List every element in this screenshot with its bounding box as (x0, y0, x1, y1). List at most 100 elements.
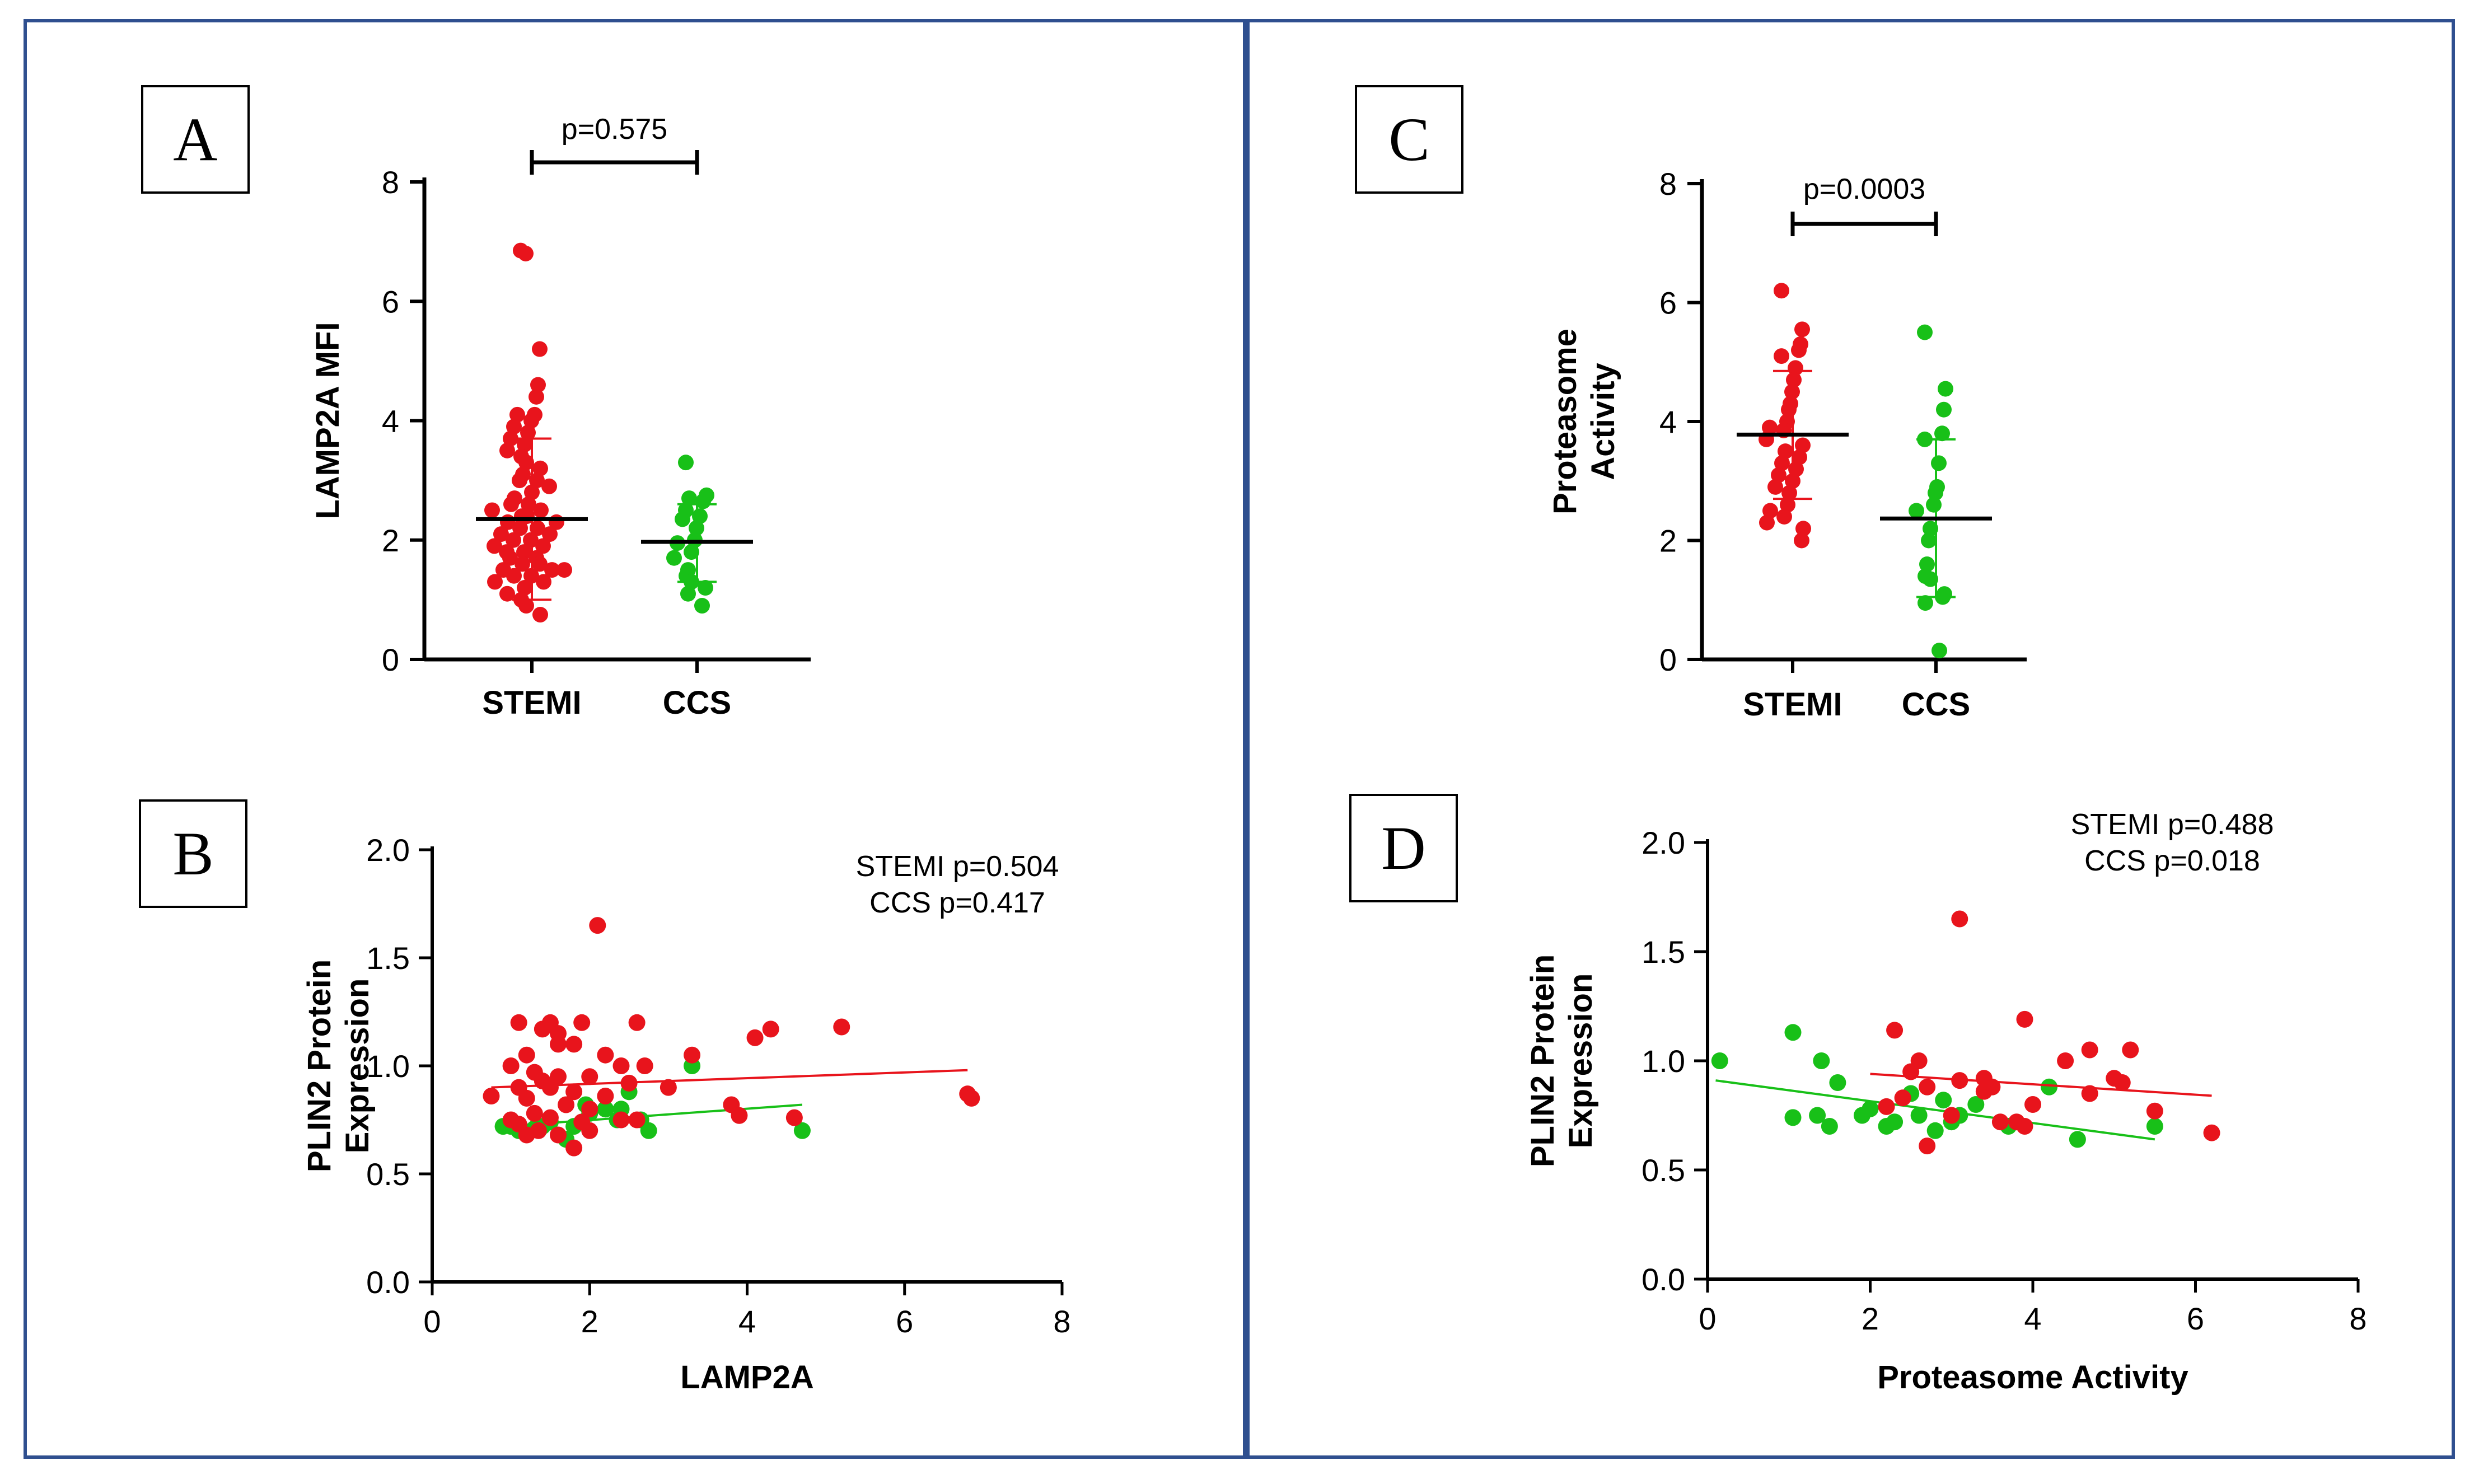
data-point (597, 1046, 614, 1064)
chart-d: 0.0 0.5 1.0 1.5 2.0 0 2 4 6 8 Proteasome Activity P… (1524, 808, 2367, 1396)
data-point (550, 1036, 567, 1053)
data-point (762, 1020, 779, 1038)
data-point (1795, 521, 1811, 537)
series-stemi (1737, 283, 1849, 549)
data-point (1778, 443, 1793, 460)
x-tick-label: 6 (896, 1304, 913, 1339)
data-point (2041, 1078, 2058, 1096)
data-point (684, 1046, 701, 1064)
y-axis-title: ProteasomeActivity (1547, 329, 1621, 514)
data-point (1910, 1107, 1928, 1124)
pvalue-annotation: CCS p=0.018 (2084, 845, 2260, 877)
fit-line (1715, 1079, 2155, 1141)
data-point (1774, 283, 1789, 299)
data-point (516, 544, 532, 560)
data-point (1926, 1122, 1944, 1139)
data-point (499, 442, 515, 458)
data-point (541, 478, 557, 494)
data-point (1809, 1107, 1826, 1124)
series-ccs (1880, 324, 1992, 659)
data-point (526, 1104, 543, 1122)
pvalue-label: p=0.575 (562, 113, 667, 146)
y-axis-title: PLIN2 ProteinExpression (1524, 954, 1599, 1167)
data-point (512, 472, 527, 489)
y-tick-label: 1.5 (366, 940, 410, 976)
data-point (694, 598, 710, 614)
y-axis-title: PLIN2 ProteinExpression (301, 959, 376, 1172)
data-point (487, 574, 503, 590)
panel-label-d: D (1349, 794, 1458, 902)
data-point (1921, 532, 1937, 549)
data-point (1886, 1022, 1904, 1039)
data-point (1767, 479, 1783, 495)
data-point (517, 580, 532, 596)
panel-label-c: C (1355, 85, 1463, 194)
y-tick-label: 2.0 (366, 832, 410, 868)
data-point (512, 520, 528, 536)
data-point (2122, 1041, 2139, 1059)
data-point (2008, 1113, 2025, 1131)
data-point (1711, 1052, 1728, 1069)
data-point (517, 437, 532, 453)
data-point (1795, 437, 1811, 453)
data-point (506, 532, 521, 548)
data-point (746, 1029, 764, 1046)
data-point (1975, 1083, 1993, 1100)
y-tick-label: 2 (1659, 523, 1677, 559)
data-point (612, 1057, 630, 1074)
data-point (502, 550, 518, 566)
data-point (565, 1083, 583, 1101)
y-tick-label: 0 (382, 642, 399, 677)
x-tick-label: 8 (2349, 1301, 2367, 1336)
y-tick-label: 1.0 (366, 1048, 410, 1084)
category-label: STEMI (482, 685, 581, 721)
data-point (1919, 1137, 1936, 1155)
x-tick-label: 4 (2024, 1301, 2041, 1336)
data-point (2113, 1074, 2131, 1091)
x-tick-label: 0 (1699, 1301, 1716, 1336)
data-point (1780, 497, 1795, 513)
y-tick-label: 1.0 (1641, 1043, 1685, 1079)
data-point (1919, 556, 1935, 572)
data-point (1909, 503, 1924, 519)
data-point (541, 1109, 559, 1126)
data-point (1762, 503, 1778, 519)
data-point (681, 490, 697, 507)
data-point (2081, 1085, 2098, 1102)
data-point (1774, 348, 1789, 364)
data-point (550, 1126, 567, 1144)
y-axis-title: LAMP2A MFI (310, 322, 346, 519)
data-point (1923, 521, 1938, 537)
data-point (520, 424, 536, 441)
data-point (544, 562, 560, 578)
y-axis-title-line: Expression (339, 979, 376, 1154)
series-ccs (641, 455, 753, 614)
data-point (1792, 449, 1807, 465)
data-point (1878, 1118, 1895, 1135)
data-point (793, 1122, 811, 1139)
series-stemi (483, 917, 980, 1157)
panel-label-a: A (141, 85, 250, 194)
data-point (1759, 514, 1775, 531)
data-point (2069, 1131, 2086, 1148)
y-tick-label: 0.5 (1641, 1153, 1685, 1188)
data-point (532, 341, 548, 357)
y-tick-label: 6 (382, 284, 399, 319)
data-point (506, 419, 522, 435)
data-point (532, 607, 548, 623)
pvalue-label: p=0.0003 (1803, 173, 1925, 205)
data-point (542, 526, 558, 542)
x-tick-label: 4 (738, 1304, 756, 1339)
data-point (509, 406, 525, 423)
data-point (1917, 324, 1933, 340)
x-tick-label: 6 (2187, 1301, 2204, 1336)
data-point (1935, 1092, 1952, 1109)
data-point (530, 377, 546, 393)
data-point (1936, 401, 1952, 418)
x-axis-title: Proteasome Activity (1877, 1359, 2188, 1396)
data-point (1938, 381, 1953, 397)
data-point (483, 1088, 500, 1105)
data-point (573, 1014, 591, 1031)
data-point (731, 1107, 748, 1124)
y-tick-label: 2 (382, 523, 399, 558)
